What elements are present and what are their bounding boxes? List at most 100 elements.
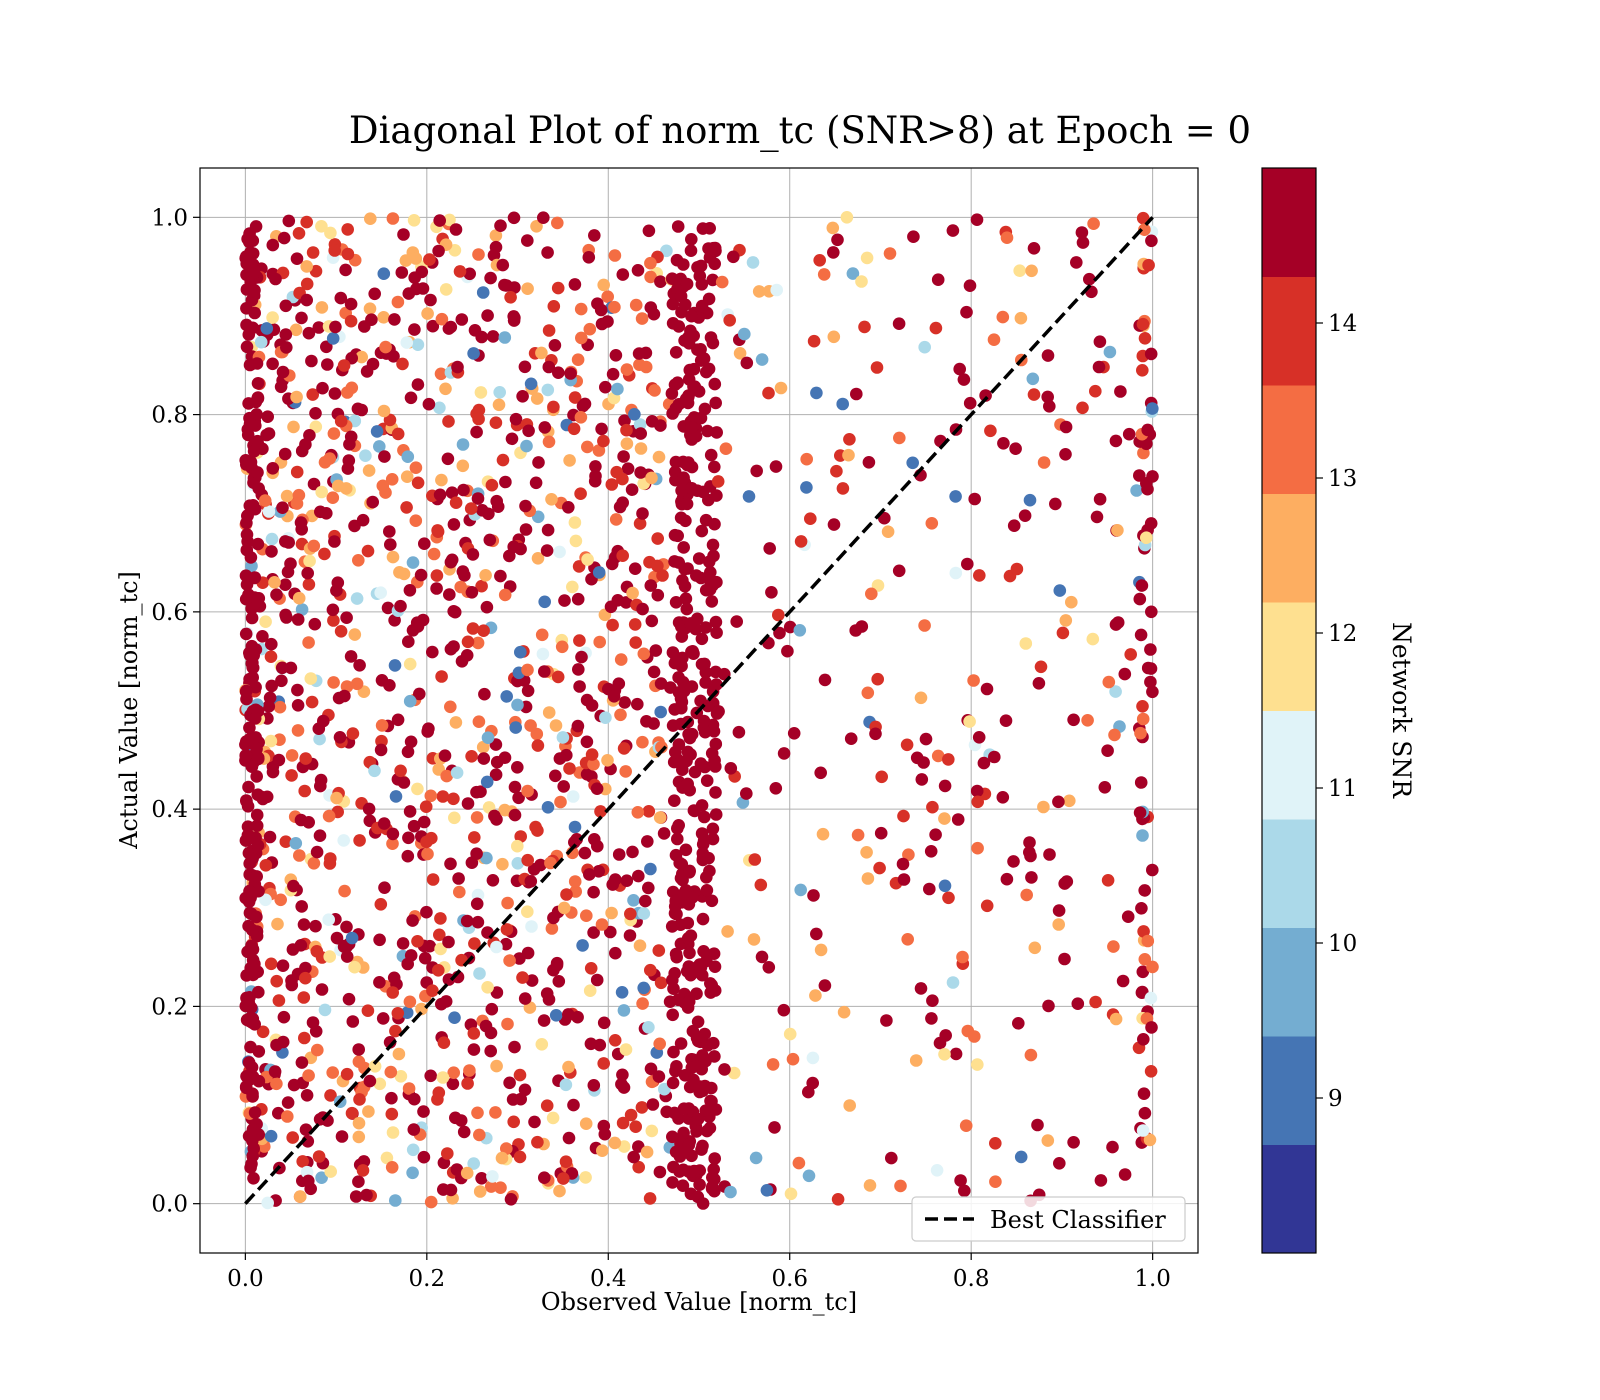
scatter-point [542,435,556,449]
scatter-point [567,1098,580,1112]
scatter-point [251,466,264,479]
scatter-point [264,734,278,748]
scatter-point [1121,910,1135,923]
scatter-point [684,929,698,942]
scatter-point [684,968,697,982]
scatter-point [316,381,329,395]
scatter-point [331,479,345,493]
scatter-point [343,438,356,451]
scatter-point [466,548,480,561]
scatter-point [418,537,431,550]
scatter-point [647,307,661,321]
scatter-point [524,719,537,732]
scatter-point [1146,685,1159,699]
scatter-point [537,211,550,224]
scatter-point [628,408,641,421]
scatter-point [239,749,252,762]
scatter-point [1136,700,1149,713]
scatter-point [302,326,316,340]
scatter-point [893,431,906,445]
scatter-point [503,954,516,967]
scatter-point [432,244,445,258]
scatter-point [700,871,713,884]
scatter-point [777,747,791,760]
scatter-point [489,1106,502,1119]
scatter-point [276,959,290,972]
scatter-point [377,404,391,418]
scatter-point [244,551,258,564]
scatter-point [378,881,391,894]
scatter-point [374,898,388,911]
scatter-point [704,566,717,579]
scatter-point [302,1069,315,1082]
scatter-point [323,452,337,465]
scatter-point [245,1157,258,1171]
scatter-point [698,760,712,774]
scatter-point [444,642,458,656]
scatter-point [869,727,882,741]
scatter-point [345,1106,359,1120]
scatter-point [541,801,555,814]
scatter-point [387,971,401,985]
scatter-point [691,261,704,274]
scatter-point [524,875,538,888]
scatter-point [410,616,424,629]
scatter-point [328,535,341,548]
scatter-point [926,994,939,1007]
scatter-point [1075,226,1089,239]
scatter-point [996,310,1010,324]
scatter-point [264,1129,278,1143]
scatter-point [970,213,984,226]
scatter-point [1020,888,1033,902]
scatter-point [589,469,602,483]
scatter-point [784,1187,798,1201]
scatter-point [446,1077,460,1091]
scatter-point [299,438,312,451]
scatter-point [636,507,649,520]
scatter-point [245,611,259,625]
scatter-point [467,1043,481,1056]
scatter-point [470,897,484,911]
scatter-point [431,525,445,538]
scatter-point [1007,855,1020,868]
scatter-point [342,992,356,1006]
scatter-point [1037,456,1051,469]
scatter-point [1067,713,1080,727]
scatter-point [685,309,698,323]
scatter-point [709,737,723,751]
scatter-point [401,849,415,863]
scatter-point [807,334,821,348]
scatter-point [385,1107,399,1121]
scatter-point [1023,846,1036,859]
scatter-point [265,637,278,651]
scatter-point [348,628,362,641]
scatter-point [694,343,707,356]
scatter-point [313,732,326,746]
scatter-point [346,727,360,740]
scatter-point [475,1172,488,1185]
scatter-point [668,1106,681,1120]
scatter-point [1107,940,1120,953]
scatter-point [617,1004,631,1017]
x-tick-label: 0.8 [953,1266,990,1292]
scatter-point [291,613,305,626]
scatter-point [632,1160,645,1174]
scatter-point [531,1135,544,1149]
scatter-point [540,1099,554,1112]
scatter-point [308,617,322,631]
scatter-point [695,299,709,313]
scatter-point [547,400,560,414]
scatter-point [295,1056,309,1069]
scatter-point [506,1093,520,1106]
scatter-point [827,518,841,531]
scatter-point [247,649,260,662]
scatter-point [1027,388,1041,401]
scatter-point [592,566,606,579]
scatter-point [460,649,474,662]
scatter-point [583,984,597,997]
scatter-point [1090,510,1104,524]
scatter-point [276,365,290,379]
scatter-point [827,330,841,344]
scatter-point [568,820,582,834]
scatter-point [629,1120,642,1133]
